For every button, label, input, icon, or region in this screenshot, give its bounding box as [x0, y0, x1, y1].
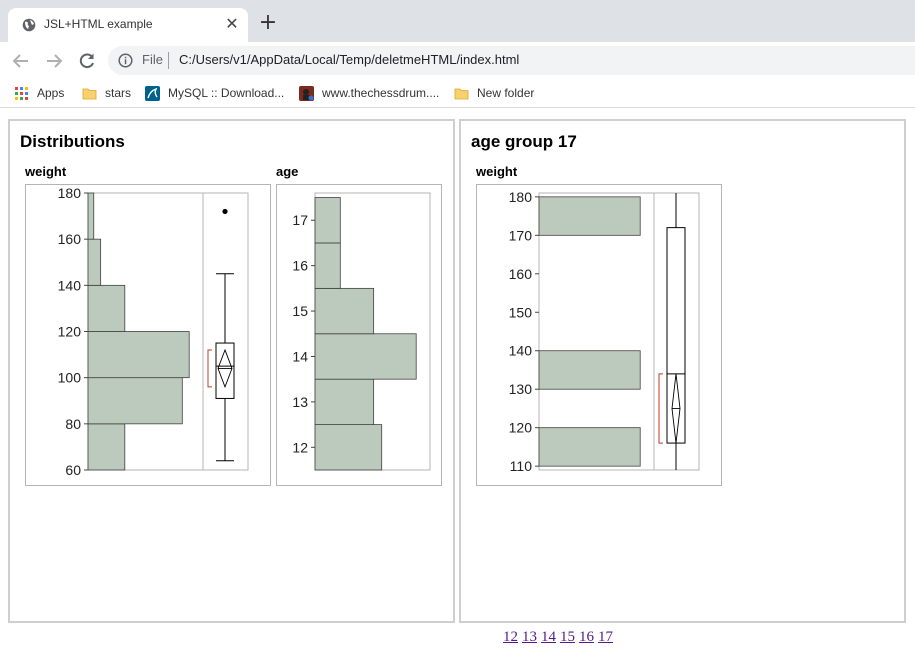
y-tick-label: 160 [509, 266, 533, 282]
histogram-bar [87, 377, 183, 425]
bookmarks-bar: Apps stars MySQL :: Download... www.thec… [0, 78, 915, 108]
back-arrow-icon[interactable] [10, 50, 32, 72]
age-distribution-chart: 12 13 14 15 16 17 [276, 184, 442, 486]
histogram-bar [87, 192, 95, 240]
y-tick-label: 14 [292, 348, 308, 364]
histogram-bar [538, 427, 641, 467]
bookmark-label: stars [105, 86, 132, 100]
address-bar[interactable]: File C:/Users/v1/AppData/Local/Temp/dele… [108, 46, 915, 75]
histogram-bar [87, 284, 126, 332]
histogram-bar [538, 196, 641, 236]
y-tick-label: 110 [510, 458, 533, 474]
page-link[interactable]: 12 [503, 629, 518, 645]
distributions-panel: Distributions weight age 60 80 100 120 140 16… [8, 119, 455, 623]
y-tick-label: 60 [65, 462, 81, 478]
histogram-bar [87, 423, 126, 471]
tab-strip: JSL+HTML example ✕ + [0, 0, 915, 42]
y-tick-label: 15 [292, 303, 308, 319]
mean-diamond [671, 373, 681, 444]
tab-title: JSL+HTML example [44, 17, 153, 31]
page-link[interactable]: 14 [541, 629, 556, 645]
bookmark-label: Apps [37, 86, 65, 100]
histogram-bar [538, 350, 641, 390]
browser-tab[interactable]: JSL+HTML example ✕ [8, 8, 248, 42]
histogram-bar [314, 287, 375, 335]
bookmark-stars[interactable]: stars [82, 83, 131, 103]
histogram-bar [87, 331, 190, 379]
mysql-icon [145, 85, 160, 101]
new-tab-button[interactable]: + [258, 10, 278, 35]
page-link[interactable]: 17 [598, 629, 613, 645]
panel-title: Distributions [20, 132, 125, 151]
y-tick-label: 12 [292, 439, 308, 455]
y-tick-label: 120 [58, 324, 82, 340]
bookmark-label: New folder [477, 86, 535, 100]
close-tab-icon[interactable]: ✕ [225, 14, 239, 33]
y-tick-label: 170 [509, 227, 533, 243]
y-tick-label: 140 [509, 343, 533, 359]
bookmark-label: MySQL :: Download... [168, 86, 285, 100]
group-weight-distribution-chart: 110 120 130 140 150 160 170 180 [476, 184, 722, 486]
mean-diamond [217, 348, 233, 389]
weight-distribution-chart: 60 80 100 120 140 160 180 [25, 184, 271, 486]
age-group-pager: 12 13 14 15 16 17 [503, 629, 617, 646]
panel-title: age group 17 [471, 132, 577, 151]
weight-chart-title: weight [25, 164, 67, 179]
bookmark-label: www.thechessdrum.... [322, 86, 440, 100]
bookmark-new-folder[interactable]: New folder [454, 83, 534, 103]
browser-toolbar: File C:/Users/v1/AppData/Local/Temp/dele… [0, 42, 915, 78]
scheme-label: File [142, 52, 163, 67]
age-histogram-svg: 12 13 14 15 16 17 [292, 192, 431, 471]
boxplot-frame [202, 192, 249, 471]
y-tick-label: 160 [58, 231, 82, 247]
age-chart-title: age [276, 164, 299, 179]
group-weight-histogram-svg: 110 120 130 140 150 160 170 180 [509, 189, 700, 474]
box-iqr [666, 227, 686, 444]
histogram-bar [314, 197, 341, 244]
y-tick-label: 100 [58, 370, 82, 386]
info-icon[interactable] [118, 53, 133, 68]
y-tick-label: 140 [58, 277, 82, 293]
histogram-bar [314, 378, 375, 425]
y-tick-label: 180 [58, 185, 82, 201]
shortest-half-bracket [658, 373, 663, 444]
folder-icon [82, 88, 97, 99]
weight-histogram-svg: 60 80 100 120 140 160 180 [58, 185, 249, 478]
y-tick-label: 150 [509, 304, 533, 320]
y-tick-label: 16 [292, 258, 308, 274]
bookmark-chessdrum[interactable]: www.thechessdrum.... [299, 83, 439, 103]
histogram-bar [314, 333, 417, 380]
folder-icon [454, 88, 469, 99]
bookmark-mysql[interactable]: MySQL :: Download... [145, 83, 284, 103]
histogram-bar [314, 242, 341, 289]
omnibox-divider [168, 52, 169, 69]
y-tick-label: 17 [292, 212, 308, 228]
y-tick-label: 80 [65, 416, 81, 432]
y-tick-label: 120 [509, 420, 533, 436]
age-group-panel: age group 17 weight 110 120 130 140 150 160 17… [459, 119, 906, 623]
url-text[interactable]: C:/Users/v1/AppData/Local/Temp/deletmeHT… [179, 52, 520, 67]
globe-icon [22, 18, 36, 32]
chessdrum-icon [299, 85, 314, 101]
reload-icon[interactable] [76, 50, 98, 72]
page-link[interactable]: 16 [579, 629, 594, 645]
apps-grid-icon [15, 86, 28, 100]
forward-arrow-icon[interactable] [43, 50, 65, 72]
page-link[interactable]: 15 [560, 629, 575, 645]
histogram-bar [87, 238, 102, 286]
shortest-half-bracket [207, 349, 212, 388]
box-iqr [215, 342, 235, 399]
outlier-point [222, 208, 228, 215]
y-tick-label: 180 [509, 189, 533, 205]
weight-chart-title: weight [476, 164, 518, 179]
boxplot-frame [653, 192, 700, 471]
histogram-bar [314, 424, 383, 471]
bookmark-apps[interactable]: Apps [14, 83, 64, 103]
y-tick-label: 130 [509, 381, 533, 397]
y-tick-label: 13 [292, 394, 308, 410]
page-link[interactable]: 13 [522, 629, 537, 645]
